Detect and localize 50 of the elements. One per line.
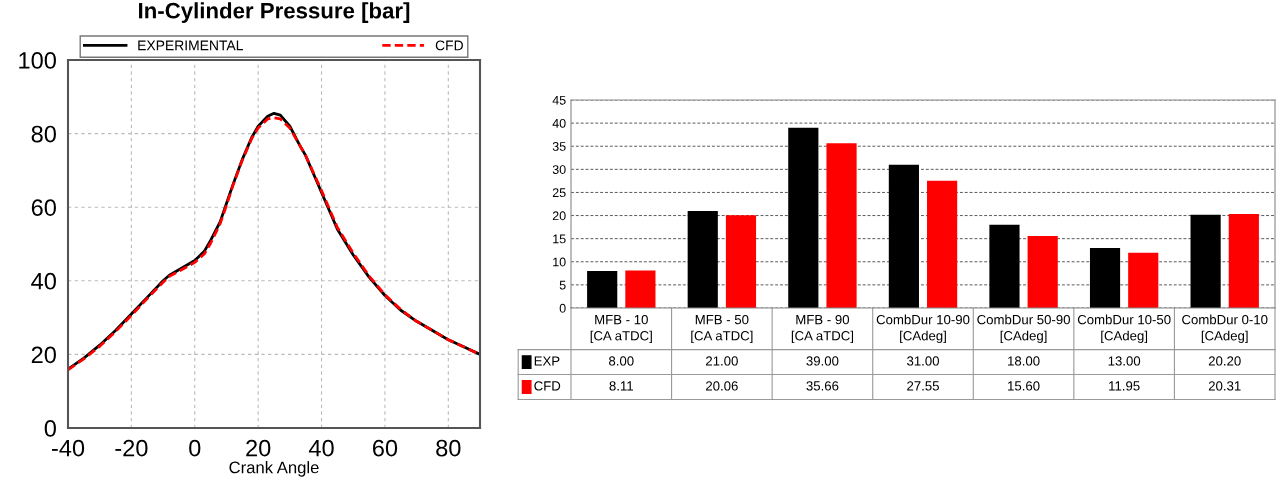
chart-title: In-Cylinder Pressure [bar] [139,2,410,23]
y-tick-label: 5 [559,280,566,290]
data-label: 27.55 [907,381,939,391]
data-label: 20.06 [706,381,738,391]
data-label: 20.31 [1208,381,1241,391]
data-label: 11.95 [1109,381,1140,391]
data-label: 21.00 [706,356,738,366]
y-tick-label: 40 [552,118,566,128]
y-tick-label: 0 [44,420,56,437]
data-label: 20.20 [1208,356,1241,366]
y-tick-label: 10 [553,257,566,267]
y-tick-label: 60 [31,199,56,216]
y-tick-label: 20 [31,346,56,364]
x-tick-label: -20 [115,439,148,457]
x-tick-label: MFB - 50 [CA aTDC] [691,314,753,344]
y-tick-label: 20 [552,211,566,221]
legend-label: EXPERIMENTAL [138,40,243,51]
data-label: 13.00 [1108,356,1141,366]
data-label: 31.00 [907,356,939,366]
x-tick-label: MFB - 10 [CA aTDC] [590,314,652,344]
x-tick-label: MFB - 90 [CA aTDC] [791,314,854,344]
data-label: 35.66 [806,381,839,391]
data-label: 8.11 [609,381,633,391]
x-tick-label: CombDur 10-50 [CAdeg] [1077,314,1171,344]
x-axis-title: Crank Angle [229,461,319,477]
y-tick-label: 45 [552,95,566,105]
y-tick-label: 30 [552,165,566,174]
y-tick-label: 0 [559,303,566,313]
y-tick-label: 80 [31,125,56,143]
y-tick-label: 40 [31,272,56,290]
x-tick-label: CombDur 0-10 [CAdeg] [1182,314,1268,344]
legend-label: CFD [534,381,561,391]
y-tick-label: 25 [552,188,566,198]
data-label: 15.60 [1008,381,1040,391]
data-label: 8.00 [609,356,634,366]
data-label: 39.00 [806,356,839,366]
x-tick-label: CombDur 10-90 [CAdeg] [876,314,970,344]
y-tick-label: 100 [19,52,56,69]
x-tick-label: CombDur 50-90 [CAdeg] [977,314,1070,344]
x-tick-label: 40 [308,439,334,457]
x-tick-label: 60 [372,439,398,457]
y-tick-label: 15 [553,234,566,244]
x-tick-label: -40 [51,439,85,457]
legend-label: EXP [534,356,560,366]
x-tick-label: 80 [436,439,461,457]
y-tick-label: 35 [552,142,566,151]
data-label: 18.00 [1008,356,1040,366]
legend-label: CFD [435,40,463,51]
x-tick-label: 0 [189,439,201,457]
x-tick-label: 20 [246,439,271,457]
